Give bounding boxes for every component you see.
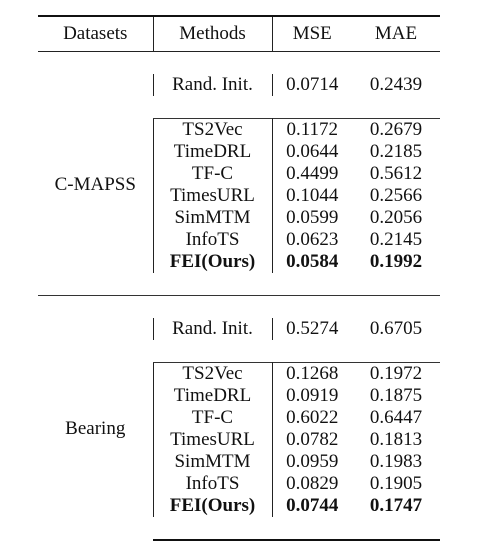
mae-cell: 0.6447 xyxy=(369,407,423,428)
table-row: TS2Vec 0.1172 0.2679 xyxy=(38,118,440,141)
mse-cell: 0.6022 xyxy=(286,407,339,428)
table-row: TimesURL 0.1044 0.2566 xyxy=(38,185,440,207)
mse-cell: 0.0919 xyxy=(286,385,339,406)
table-row: SimMTM 0.0599 0.2056 xyxy=(38,207,440,229)
mae-cell: 0.2185 xyxy=(369,141,423,162)
method-cell: SimMTM xyxy=(152,207,273,229)
mae-cell: 0.1992 xyxy=(369,251,423,272)
table-row: TimeDRL 0.0919 0.1875 xyxy=(38,385,440,407)
method-cell: InfoTS xyxy=(152,473,273,495)
method-cell: TimeDRL xyxy=(152,385,273,407)
method-cell: FEI(Ours) xyxy=(169,251,256,272)
method-cell: InfoTS xyxy=(152,229,273,251)
mse-cell: 0.0599 xyxy=(286,207,339,228)
mae-cell: 0.2439 xyxy=(369,74,423,95)
dataset-label: Bearing xyxy=(65,418,126,439)
mse-cell: 0.0714 xyxy=(286,74,339,95)
mse-cell: 0.4499 xyxy=(286,163,339,184)
mae-cell: 0.2056 xyxy=(369,207,423,228)
mae-cell: 0.1875 xyxy=(369,385,423,406)
mae-cell: 0.1905 xyxy=(369,473,423,494)
table-row: TF-C 0.6022 0.6447 xyxy=(38,407,440,429)
mse-cell: 0.0744 xyxy=(286,495,339,516)
table-row: TimeDRL 0.0644 0.2185 xyxy=(38,141,440,163)
method-cell: TimesURL xyxy=(152,429,273,451)
section-divider xyxy=(38,295,440,318)
mae-cell: 0.2145 xyxy=(369,229,423,250)
method-cell: Rand. Init. xyxy=(152,74,273,96)
header-methods: Methods xyxy=(152,15,273,52)
mse-cell: 0.0829 xyxy=(286,473,339,494)
method-cell: TimesURL xyxy=(152,185,273,207)
method-cell: FEI(Ours) xyxy=(169,495,256,516)
method-cell: TS2Vec xyxy=(152,362,273,385)
mse-cell: 0.0623 xyxy=(286,229,339,250)
header-mse: MSE xyxy=(272,15,352,52)
mse-cell: 0.5274 xyxy=(286,318,339,339)
mae-cell: 0.1813 xyxy=(369,429,423,450)
table-row: TF-C 0.4499 0.5612 xyxy=(38,163,440,185)
mse-cell: 0.1268 xyxy=(272,362,352,385)
method-cell: TF-C xyxy=(152,407,273,429)
mse-cell: 0.0584 xyxy=(286,251,339,272)
table-row-baseline: C-MAPSS Rand. Init. 0.0714 0.2439 xyxy=(38,74,440,195)
table-row: TS2Vec 0.1268 0.1972 xyxy=(38,362,440,385)
header-mae: MAE xyxy=(352,15,440,52)
mse-cell: 0.0782 xyxy=(286,429,339,450)
mae-cell: 0.2566 xyxy=(369,185,423,206)
table-row: TimesURL 0.0782 0.1813 xyxy=(38,429,440,451)
mae-cell: 0.5612 xyxy=(369,163,423,184)
header-row: Datasets Methods MSE MAE xyxy=(38,15,440,52)
mae-cell: 0.1983 xyxy=(369,451,423,472)
method-cell: Rand. Init. xyxy=(152,318,273,340)
header-datasets: Datasets xyxy=(38,15,153,52)
dataset-label: C-MAPSS xyxy=(54,173,136,195)
results-table: Datasets Methods MSE MAE C-MAPSS Rand. I… xyxy=(38,15,440,541)
mae-cell: 0.1747 xyxy=(369,495,423,516)
mae-cell: 0.1972 xyxy=(352,362,440,385)
mae-cell: 0.2679 xyxy=(352,118,440,141)
method-cell: SimMTM xyxy=(152,451,273,473)
table-row-baseline: Bearing Rand. Init. 0.5274 0.6705 xyxy=(38,318,440,439)
mse-cell: 0.0644 xyxy=(286,141,339,162)
mse-cell: 0.1044 xyxy=(286,185,339,206)
table-row: SimMTM 0.0959 0.1983 xyxy=(38,451,440,473)
mse-cell: 0.0959 xyxy=(286,451,339,472)
table-row: InfoTS 0.0623 0.2145 xyxy=(38,229,440,251)
table-row-best: FEI(Ours) 0.0584 0.1992 xyxy=(38,251,440,273)
method-cell: TS2Vec xyxy=(152,118,273,141)
method-cell: TimeDRL xyxy=(152,141,273,163)
mse-cell: 0.1172 xyxy=(272,118,352,141)
method-cell: TF-C xyxy=(152,163,273,185)
mae-cell: 0.6705 xyxy=(369,318,423,339)
